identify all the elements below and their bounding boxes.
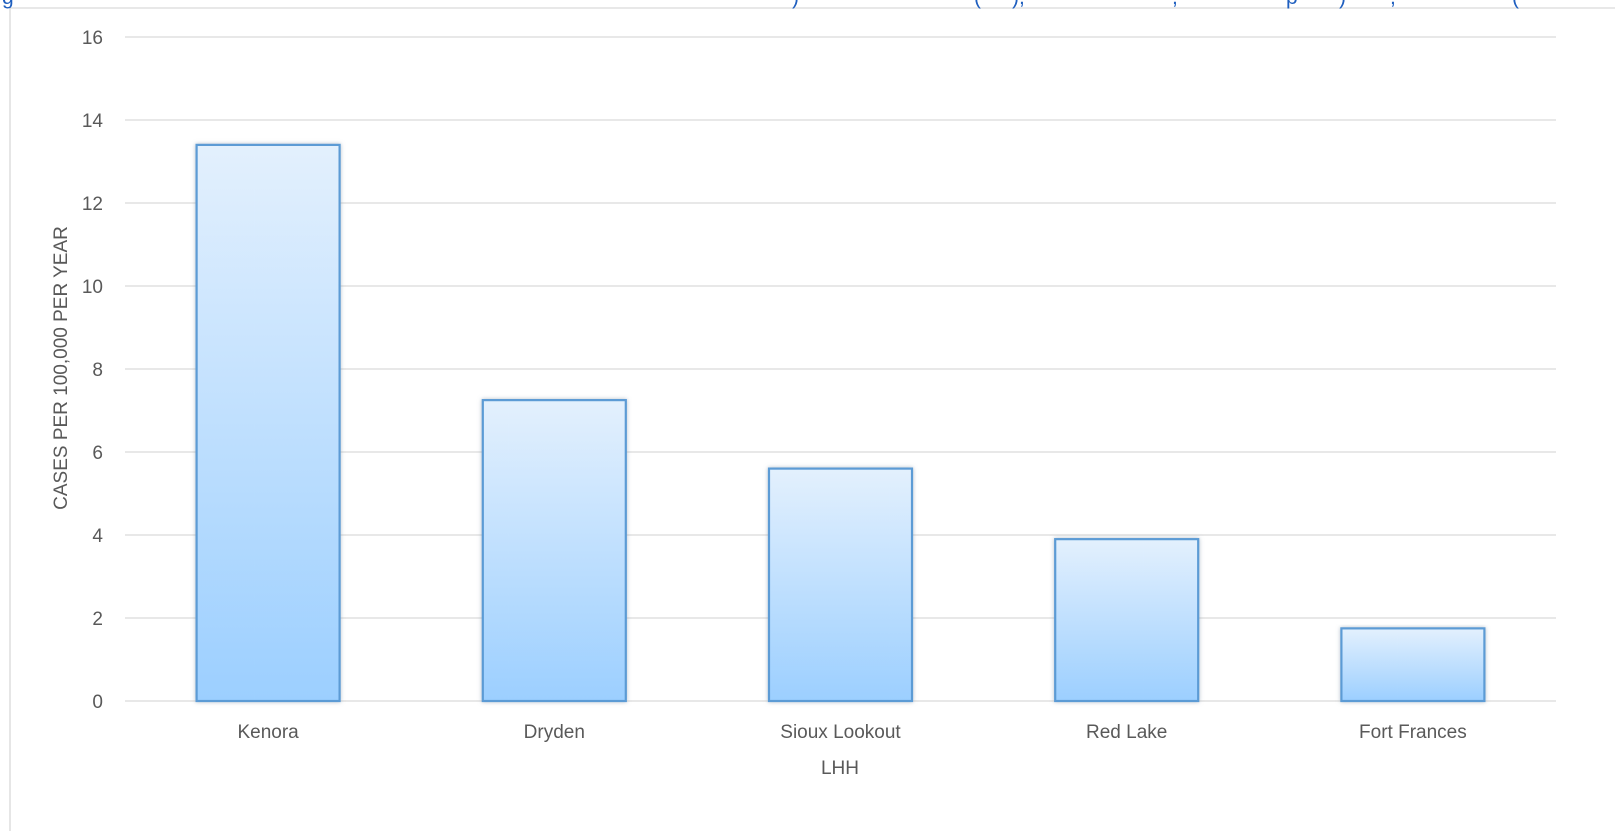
x-tick-label: Fort Frances [1359, 722, 1467, 743]
x-axis-title: LHH [821, 758, 859, 779]
header-fragment: , [1390, 0, 1396, 9]
y-axis-title: CASES PER 100,000 PER YEAR [51, 226, 72, 510]
header-fragment: , [1172, 0, 1178, 9]
y-tick-label: 6 [92, 443, 103, 464]
clipped-header-text: g) (),, p), ( [2, 0, 1519, 9]
y-axis-ticks: 0 2 4 6 8 10 12 14 16 [82, 28, 104, 713]
header-fragment: ) [792, 0, 799, 9]
y-tick-label: 4 [92, 526, 103, 547]
header-fragment: g [2, 0, 14, 9]
header-fragment: ( [1512, 0, 1519, 9]
y-tick-label: 10 [82, 277, 103, 298]
x-axis-ticks: Kenora Dryden Sioux Lookout Red Lake Fort Fr… [237, 722, 1466, 743]
bar-kenora [195, 143, 341, 703]
bars [195, 143, 1486, 703]
y-tick-label: 14 [82, 111, 104, 132]
y-tick-label: 12 [82, 194, 103, 215]
x-tick-label: Sioux Lookout [780, 722, 901, 743]
bar-dryden [481, 399, 627, 703]
x-tick-label: Red Lake [1086, 722, 1167, 743]
x-tick-label: Kenora [237, 722, 299, 743]
bar-fort-frances [1340, 627, 1486, 703]
header-fragment: ( [974, 0, 981, 9]
bar-sioux-lookout [767, 467, 914, 703]
bar-red-lake [1054, 538, 1200, 703]
header-fragment: ), [1012, 0, 1025, 9]
header-fragment: ) [1339, 0, 1346, 9]
y-tick-label: 8 [92, 360, 103, 381]
y-tick-label: 0 [92, 692, 103, 713]
y-tick-label: 2 [92, 609, 103, 630]
x-tick-label: Dryden [524, 722, 585, 743]
y-tick-label: 16 [82, 28, 103, 49]
header-fragment: p [1286, 0, 1298, 9]
